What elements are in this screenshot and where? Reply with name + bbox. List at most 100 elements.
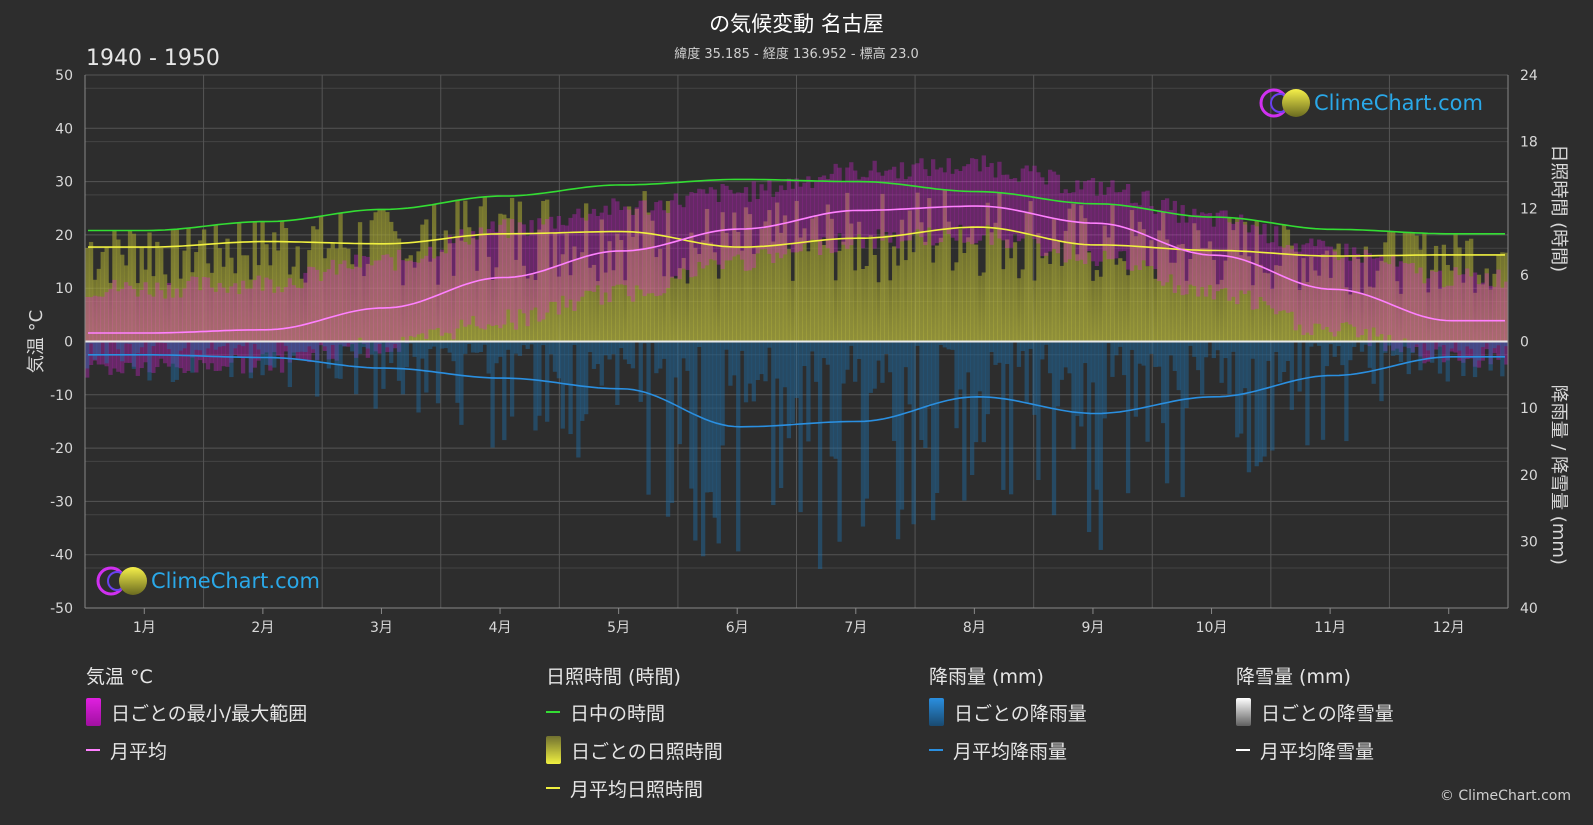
rain-bar bbox=[1188, 341, 1193, 346]
temp-range-bar bbox=[814, 181, 819, 240]
temp-range-bar bbox=[1476, 284, 1482, 368]
rain-bar bbox=[1036, 341, 1041, 481]
rain-bar bbox=[221, 341, 226, 347]
rain-bar bbox=[1075, 341, 1080, 416]
sunshine-bar bbox=[552, 233, 558, 342]
sunshine-bar bbox=[646, 212, 651, 342]
temp-range-swatch bbox=[86, 698, 101, 726]
temp-range-bar bbox=[131, 289, 137, 367]
rain-bar bbox=[248, 341, 254, 379]
rain-bar bbox=[521, 341, 526, 346]
temp-range-bar bbox=[307, 266, 312, 363]
rain-bar bbox=[1461, 341, 1466, 376]
temp-range-bar bbox=[1047, 169, 1053, 252]
sunshine-bar bbox=[116, 239, 121, 342]
rain-bar bbox=[1371, 341, 1376, 384]
temp-range-bar bbox=[182, 288, 187, 374]
sunshine-bar bbox=[1297, 289, 1302, 342]
logo-icon bbox=[96, 566, 147, 596]
legend-label: 月平均 bbox=[110, 740, 168, 763]
sunshine-bar bbox=[778, 232, 784, 342]
sunshine-bar bbox=[962, 253, 967, 342]
sunshine-bar bbox=[685, 283, 690, 342]
temp-range-bar bbox=[1461, 274, 1466, 363]
rain-bar bbox=[888, 341, 893, 373]
sunshine-bar bbox=[1469, 238, 1474, 342]
temp-range-bar bbox=[1079, 189, 1084, 260]
rain-bar bbox=[1094, 341, 1100, 490]
x-tick-label: 2月 bbox=[251, 620, 274, 636]
rain-bar bbox=[307, 341, 312, 347]
temp-range-bar bbox=[369, 265, 374, 342]
sunshine-bar bbox=[942, 189, 947, 342]
rain-bar bbox=[556, 341, 562, 379]
rain-bar bbox=[369, 341, 374, 355]
sunshine-bar bbox=[798, 237, 803, 342]
temp-range-bar bbox=[704, 193, 710, 266]
sunshine-bar bbox=[1277, 265, 1283, 342]
sunshine-bar bbox=[1040, 258, 1045, 342]
sunshine-bar bbox=[1246, 256, 1252, 342]
rain-bar bbox=[260, 341, 265, 376]
temp-range-bar bbox=[1504, 281, 1509, 365]
rain-bar bbox=[806, 341, 811, 442]
sunshine-bar bbox=[506, 218, 511, 342]
rain-bar bbox=[1340, 341, 1345, 366]
sunshine-bar bbox=[1254, 220, 1259, 342]
temp-range-bar bbox=[1215, 212, 1220, 292]
sunshine-bar bbox=[513, 259, 519, 342]
temp-range-bar bbox=[1020, 168, 1025, 239]
temp-range-bar bbox=[564, 225, 569, 308]
rain-bar bbox=[724, 341, 729, 350]
series-lines bbox=[85, 178, 1508, 428]
rain-bar bbox=[1250, 341, 1255, 359]
rain-bar bbox=[1359, 341, 1365, 352]
rain-bar bbox=[389, 341, 394, 364]
sunshine-bar bbox=[580, 252, 585, 342]
temp-range-bar bbox=[576, 208, 581, 302]
rain-bar bbox=[638, 341, 643, 402]
temp-range-bar bbox=[1305, 243, 1310, 333]
rain-bar bbox=[272, 341, 277, 368]
temp-range-bar bbox=[1168, 210, 1174, 275]
legend-item: 月平均日照時間 bbox=[546, 776, 723, 801]
temp-range-bar bbox=[346, 268, 351, 347]
temp-range-bar bbox=[1051, 171, 1057, 249]
sunshine-bar bbox=[155, 241, 160, 342]
rain-bar bbox=[1476, 341, 1482, 361]
sunshine-bar bbox=[845, 192, 850, 342]
sunshine-bar bbox=[1422, 233, 1427, 342]
temp-range-bar bbox=[416, 262, 421, 335]
rain-bar bbox=[958, 341, 963, 390]
rain-bar bbox=[681, 341, 686, 359]
sunshine-bar bbox=[1266, 273, 1271, 342]
temp-range-bar bbox=[229, 286, 234, 363]
temp-range-bar bbox=[143, 282, 148, 363]
rain-bar bbox=[654, 341, 659, 374]
temp-range-bar bbox=[533, 233, 538, 308]
legend-temperature: 気温 °C 日ごとの最小/最大範囲 月平均 bbox=[86, 662, 307, 776]
rain-bar bbox=[732, 341, 737, 376]
sunshine-bar bbox=[416, 251, 421, 342]
temp-range-bar bbox=[1223, 210, 1228, 288]
temp-range-bar bbox=[96, 296, 101, 365]
sunshine-bar bbox=[1281, 225, 1287, 342]
temp-range-bar bbox=[1441, 287, 1447, 363]
rain-bar bbox=[1383, 341, 1388, 353]
rain-bar bbox=[502, 341, 507, 441]
sunshine-bar bbox=[178, 278, 183, 342]
temp-range-bar bbox=[630, 214, 636, 302]
sunshine-bar bbox=[233, 273, 238, 342]
rain-bar bbox=[357, 341, 363, 354]
rain-bar bbox=[283, 341, 289, 346]
temp-range-bar bbox=[1141, 191, 1146, 261]
rain-bar bbox=[923, 341, 928, 449]
temp-range-bar bbox=[1129, 203, 1135, 271]
sunshine-bar bbox=[669, 276, 675, 342]
temp-range-bar bbox=[1012, 178, 1018, 235]
temp-range-bar bbox=[568, 217, 573, 300]
temp-range-bar bbox=[619, 209, 624, 285]
temp-range-bar bbox=[357, 267, 363, 338]
sunshine-bar bbox=[572, 246, 577, 342]
temp-range-bar bbox=[159, 290, 164, 359]
